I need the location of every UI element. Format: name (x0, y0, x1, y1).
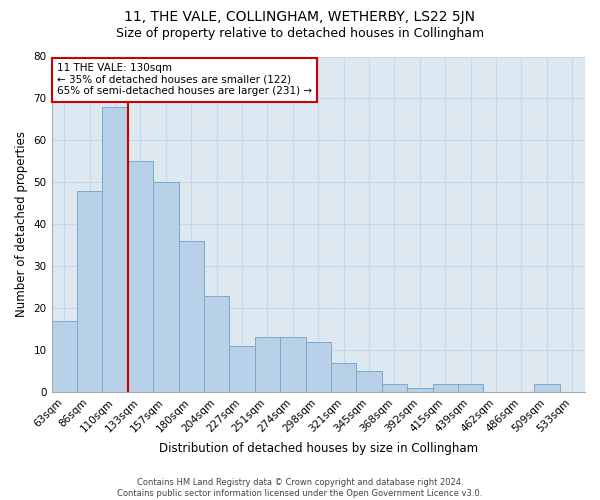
Text: Contains HM Land Registry data © Crown copyright and database right 2024.
Contai: Contains HM Land Registry data © Crown c… (118, 478, 482, 498)
Bar (255, 338, 280, 392)
Bar (305, 342, 331, 392)
Text: Size of property relative to detached houses in Collingham: Size of property relative to detached ho… (116, 28, 484, 40)
Bar (77, 190, 103, 392)
Bar (433, 384, 458, 392)
Bar (229, 346, 255, 392)
Bar (331, 362, 356, 392)
Y-axis label: Number of detached properties: Number of detached properties (15, 131, 28, 317)
Bar (356, 371, 382, 392)
Bar (458, 384, 484, 392)
Bar (128, 162, 153, 392)
Text: 11, THE VALE, COLLINGHAM, WETHERBY, LS22 5JN: 11, THE VALE, COLLINGHAM, WETHERBY, LS22… (125, 10, 476, 24)
Bar (407, 388, 433, 392)
Bar (280, 338, 305, 392)
Bar (382, 384, 407, 392)
X-axis label: Distribution of detached houses by size in Collingham: Distribution of detached houses by size … (159, 442, 478, 455)
Bar (52, 320, 77, 392)
Bar (103, 107, 128, 392)
Bar (179, 241, 204, 392)
Text: 11 THE VALE: 130sqm
← 35% of detached houses are smaller (122)
65% of semi-detac: 11 THE VALE: 130sqm ← 35% of detached ho… (57, 63, 312, 96)
Bar (204, 296, 229, 392)
Bar (534, 384, 560, 392)
Bar (153, 182, 179, 392)
